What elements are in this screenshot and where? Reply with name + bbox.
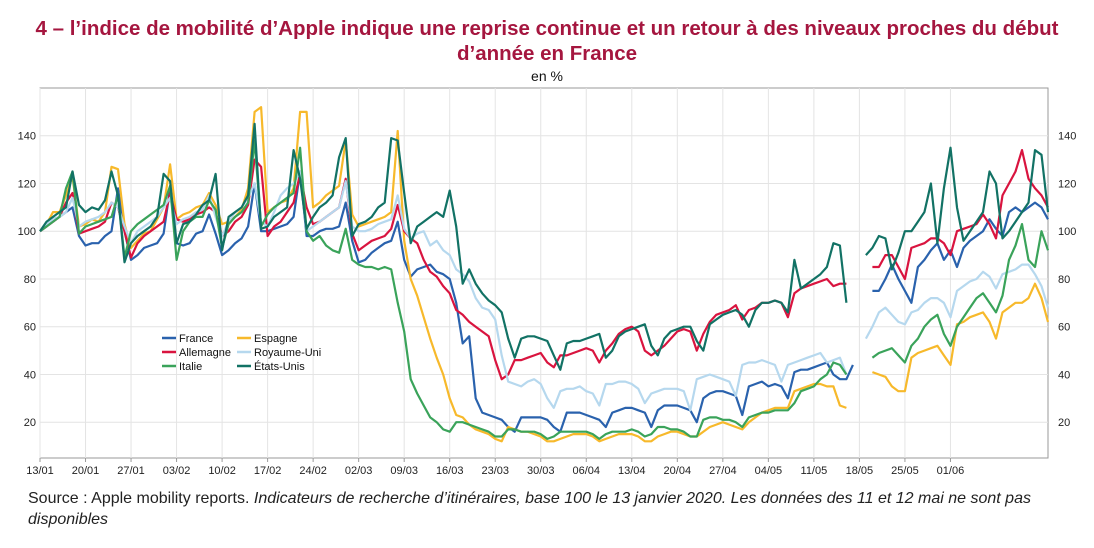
x-tick-label: 03/02 (163, 465, 191, 477)
x-tick-label: 13/04 (618, 465, 646, 477)
y-tick-label-left: 20 (24, 417, 36, 429)
y-tick-label-right: 140 (1058, 131, 1076, 143)
chart-unit-label: en % (531, 68, 563, 84)
y-tick-label-left: 140 (18, 131, 36, 143)
x-tick-label: 16/03 (436, 465, 464, 477)
y-axis-right: 20 40 60 80 100 120 140 (1058, 131, 1076, 429)
y-tick-label-left: 40 (24, 369, 36, 381)
y-tick-label-right: 100 (1058, 226, 1076, 238)
legend-label: Italie (179, 361, 202, 373)
y-tick-label-right: 120 (1058, 178, 1076, 190)
x-tick-label: 30/03 (527, 465, 555, 477)
y-tick-label-right: 20 (1058, 417, 1070, 429)
series-lines (39, 106, 1050, 443)
y-tick-label-left: 80 (24, 274, 36, 286)
y-tick-label-left: 60 (24, 322, 36, 334)
y-axis-left: 20 40 60 80 100 120 140 (18, 131, 36, 429)
source-note: Source : Apple mobility reports. Indicat… (28, 488, 1078, 530)
line-chart: 20 40 60 80 100 120 140 20 40 60 80 100 120 140 13/0… (18, 87, 1076, 477)
x-tick-label: 20/01 (72, 465, 100, 477)
source-lead: Source : Apple mobility reports. (28, 490, 250, 507)
x-tick-label: 02/03 (345, 465, 373, 477)
y-tick-label-right: 80 (1058, 274, 1070, 286)
source-text: Indicateurs de recherche d’itinéraires, … (28, 490, 1031, 528)
chart-title: 4 – l’indice de mobilité d’Apple indique… (35, 17, 1059, 65)
x-tick-label: 04/05 (755, 465, 783, 477)
legend-label: Espagne (254, 333, 297, 345)
grid-lines (39, 88, 1048, 458)
x-tick-label: 18/05 (846, 465, 874, 477)
series-line-allemagne (39, 149, 1049, 381)
legend-label: Allemagne (179, 347, 231, 359)
x-tick-label: 27/01 (117, 465, 145, 477)
x-tick-label: 11/05 (801, 465, 828, 477)
x-tick-label: 23/03 (481, 465, 509, 477)
legend: France Espagne Allemagne Royaume-Uni Italie É… (162, 333, 321, 373)
x-axis: 13/01 20/01 27/01 03/02 10/02 17/02 24/02 02/03… (26, 458, 964, 477)
x-tick-label: 01/06 (937, 465, 965, 477)
x-tick-label: 24/02 (299, 465, 327, 477)
y-tick-label-right: 60 (1058, 322, 1070, 334)
x-tick-label: 06/04 (573, 465, 601, 477)
y-tick-label-left: 100 (18, 226, 36, 238)
y-tick-label-left: 120 (18, 178, 36, 190)
x-tick-label: 13/01 (26, 465, 54, 477)
x-tick-label: 10/02 (208, 465, 236, 477)
x-tick-label: 20/04 (664, 465, 692, 477)
x-tick-label: 25/05 (891, 465, 919, 477)
x-tick-label: 09/03 (390, 465, 418, 477)
legend-label: Royaume-Uni (254, 347, 321, 359)
series-line-italie (39, 139, 1050, 440)
legend-label: États-Unis (254, 360, 305, 373)
x-tick-label: 27/04 (709, 465, 737, 477)
legend-label: France (179, 333, 213, 345)
series-line-etats-unis (39, 122, 1050, 371)
x-tick-label: 17/02 (254, 465, 282, 477)
y-tick-label-right: 40 (1058, 369, 1070, 381)
